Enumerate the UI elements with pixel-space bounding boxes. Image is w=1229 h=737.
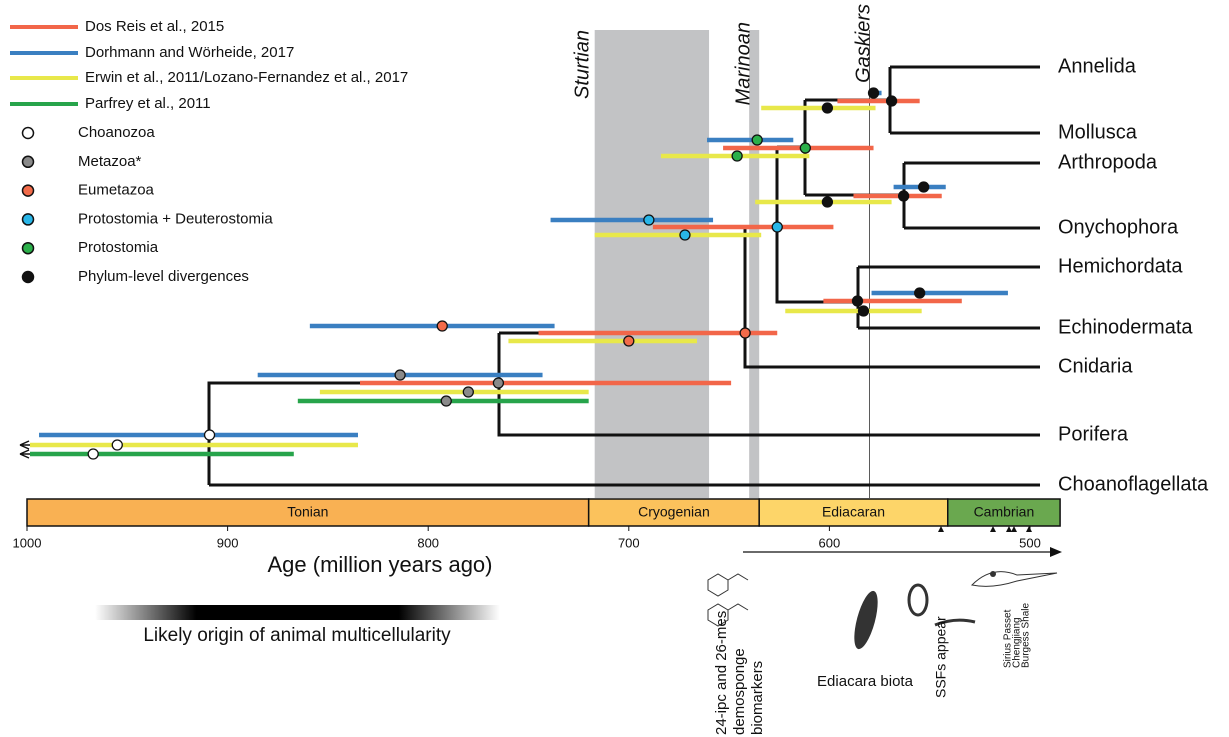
figure: Sturtian Marinoan Gaskiers Likely origin o… <box>0 0 1229 737</box>
taxon-label: Choanoflagellata <box>1058 473 1209 495</box>
node-estimate <box>88 449 98 459</box>
x-tick-label: 1000 <box>13 535 42 550</box>
ediacara-icon <box>850 589 883 652</box>
legend-marker <box>23 214 34 225</box>
period-label: Cryogenian <box>638 504 710 520</box>
node-estimate <box>205 430 215 440</box>
legend-label: Dos Reis et al., 2015 <box>85 18 224 35</box>
arrow-head <box>1050 547 1062 557</box>
taxon-label: Porifera <box>1058 423 1129 445</box>
legend-label: Erwin et al., 2011/Lozano-Fernandez et a… <box>85 69 408 86</box>
node-estimate <box>441 396 451 406</box>
node-estimate <box>112 440 122 450</box>
cambrian-icon <box>972 572 1057 587</box>
cambrian-icon <box>990 571 996 577</box>
node-estimate <box>732 151 742 161</box>
node-estimate <box>644 215 654 225</box>
off-scale-arrow <box>20 441 30 449</box>
x-tick-label: 600 <box>819 535 841 550</box>
taxon-label: Mollusca <box>1058 121 1138 143</box>
fossil-markers <box>938 526 1032 532</box>
node-estimate <box>463 387 473 397</box>
ediacara-label: Ediacara biota <box>817 673 914 690</box>
glaciation-label: Marinoan <box>732 22 754 105</box>
legend-marker <box>23 243 34 254</box>
glaciation-label: Gaskiers <box>852 4 874 83</box>
legend-label: Protostomia + Deuterostomia <box>78 210 273 227</box>
period-label: Ediacaran <box>822 504 885 520</box>
glaciation-layer: Sturtian Marinoan Gaskiers <box>571 4 874 498</box>
legend-label: Protostomia <box>78 239 159 256</box>
x-axis-label: Age (million years ago) <box>268 552 493 577</box>
period-label: Tonian <box>287 504 328 520</box>
node-estimate <box>919 182 929 192</box>
taxon-label: Hemichordata <box>1058 255 1183 277</box>
legend-label: Phylum-level divergences <box>78 268 249 285</box>
node-estimate <box>752 135 762 145</box>
off-scale-arrow <box>20 450 30 458</box>
legend-label: Choanozoa <box>78 124 155 141</box>
taxon-label: Echinodermata <box>1058 316 1193 338</box>
node-estimate <box>437 321 447 331</box>
x-tick-label: 500 <box>1019 535 1041 550</box>
period-label: Cambrian <box>974 504 1035 520</box>
node-estimate <box>869 88 879 98</box>
node-estimate <box>493 378 503 388</box>
node-estimate <box>624 336 634 346</box>
biomarker-label: demosponge <box>731 648 748 735</box>
taxon-label: Onychophora <box>1058 216 1179 238</box>
node-estimate <box>772 222 782 232</box>
multicellularity-label: Likely origin of animal multicellularity <box>143 625 451 646</box>
node-estimate <box>822 103 832 113</box>
lagerstatte-label: Burgess Shale <box>1021 603 1032 668</box>
taxon-label: Cnidaria <box>1058 355 1133 377</box>
ssf-label: SSFs appear <box>933 616 949 698</box>
node-estimate <box>800 143 810 153</box>
taxon-label: Arthropoda <box>1058 151 1158 173</box>
legend-marker <box>23 128 34 139</box>
glaciation-band <box>595 30 709 498</box>
node-estimate <box>859 306 869 316</box>
legend-marker <box>23 185 34 196</box>
legend-label: Parfrey et al., 2011 <box>85 95 211 112</box>
ssf-icon <box>909 585 927 615</box>
biomarker-label: biomarkers <box>749 661 766 735</box>
node-estimate <box>852 296 862 306</box>
node-estimate <box>822 197 832 207</box>
node-estimate <box>887 96 897 106</box>
node-estimate <box>899 191 909 201</box>
multicellularity-gradient <box>95 605 500 620</box>
legend-label: Metazoa* <box>78 153 142 170</box>
biomarker-label: 24-ipc and 26-mes <box>713 611 730 735</box>
legend-marker <box>23 156 34 167</box>
legend-label: Eumetazoa <box>78 182 155 199</box>
x-tick-label: 900 <box>217 535 239 550</box>
taxon-label: Annelida <box>1058 55 1137 77</box>
node-estimate <box>680 230 690 240</box>
x-tick-label: 700 <box>618 535 640 550</box>
node-estimate <box>395 370 405 380</box>
x-tick-label: 800 <box>417 535 439 550</box>
glaciation-label: Sturtian <box>571 30 593 99</box>
node-estimate <box>915 288 925 298</box>
legend-label: Dorhmann and Wörheide, 2017 <box>85 44 294 61</box>
legend-marker <box>23 272 34 283</box>
node-estimate <box>740 328 750 338</box>
